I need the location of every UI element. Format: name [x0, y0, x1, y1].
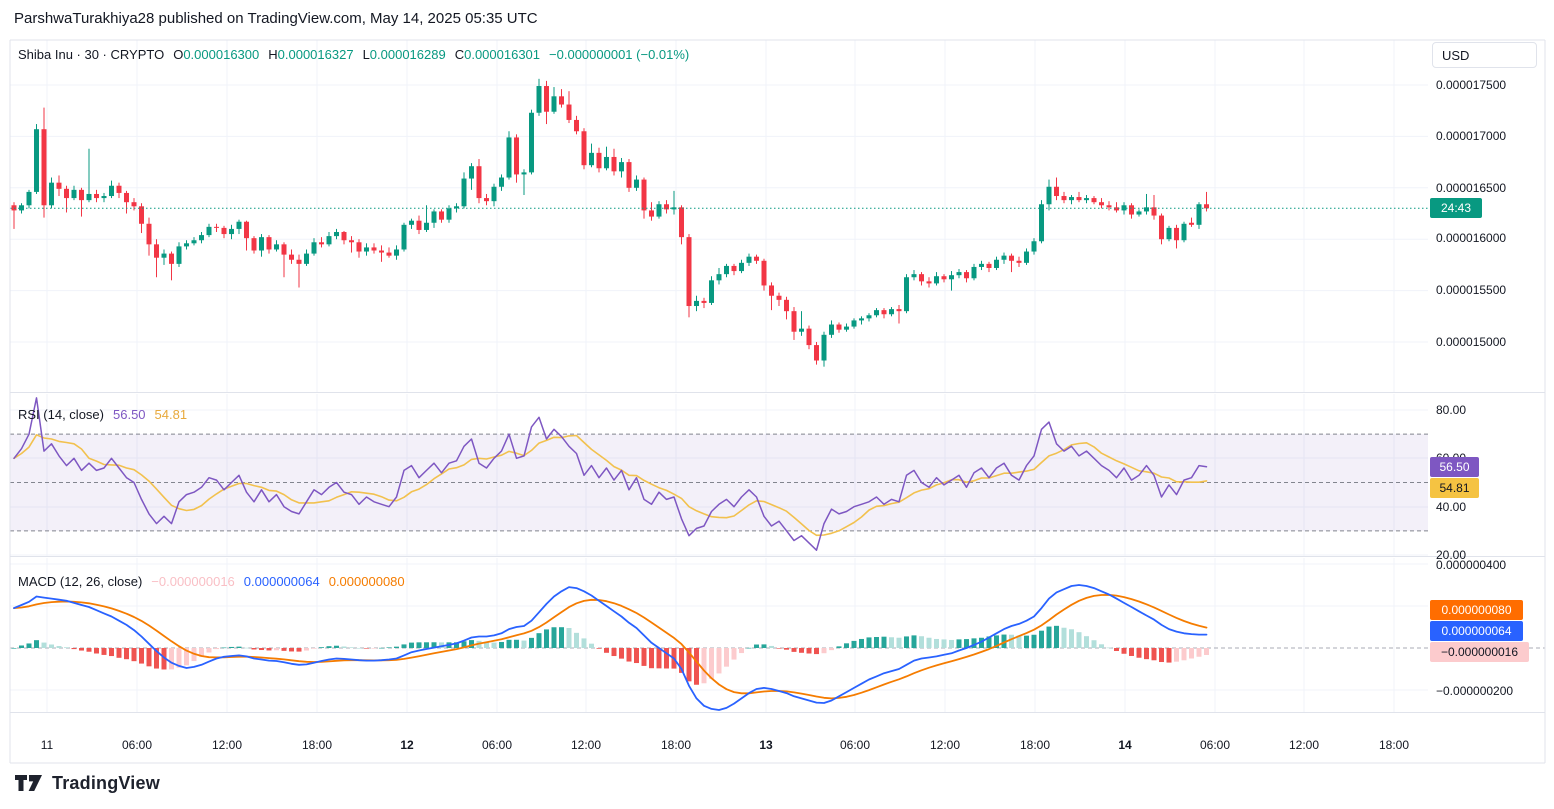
bar-countdown-badge: 24:43	[1430, 198, 1482, 219]
price-axis-label: 0.000017000	[1436, 129, 1507, 143]
tradingview-link[interactable]: TradingView	[14, 772, 160, 794]
time-axis-label: 06:00	[839, 738, 871, 752]
rsi-axis-label: 40.00	[1436, 500, 1467, 514]
macd-signal-value: 0.000000080	[328, 574, 405, 589]
tradingview-logo-icon	[15, 775, 42, 791]
ohlc-close: C 0.000016301	[454, 47, 541, 62]
macd-line-value: 0.000000064	[243, 574, 320, 589]
price-axis-label: 0.000015000	[1436, 335, 1507, 349]
symbol-title[interactable]: Shiba Inu · 30 · CRYPTO	[18, 47, 165, 62]
macd-axis-label: 0.000000400	[1436, 558, 1507, 572]
axis-value-badge: 0.000000064	[1430, 621, 1523, 641]
time-axis-label: 12:00	[1288, 738, 1320, 752]
price-axis-label: 0.000017500	[1436, 78, 1507, 92]
currency-button[interactable]: USD	[1432, 42, 1537, 68]
rsi-title[interactable]: RSI (14, close)	[18, 407, 104, 422]
main-legend: Shiba Inu · 30 · CRYPTO O 0.000016300 H 0.…	[18, 47, 689, 62]
time-axis-label: 18:00	[301, 738, 333, 752]
time-axis-label: 18:00	[1019, 738, 1051, 752]
price-axis-label: 0.000016500	[1436, 181, 1507, 195]
rsi-legend: RSI (14, close) 56.50 54.81	[18, 407, 187, 422]
ohlc-low: L 0.000016289	[362, 47, 446, 62]
rsi-ma-value: 54.81	[154, 407, 188, 422]
time-axis-label: 06:00	[121, 738, 153, 752]
time-axis-label: 18:00	[1378, 738, 1410, 752]
axis-value-badge: 56.50	[1430, 457, 1479, 477]
time-axis-label: 12:00	[211, 738, 243, 752]
time-axis-label: 13	[759, 738, 773, 752]
ohlc-high: H 0.000016327	[268, 47, 354, 62]
time-axis-label: 12:00	[570, 738, 602, 752]
axis-value-badge: 0.000000080	[1430, 600, 1523, 620]
rsi-axis-label: 80.00	[1436, 403, 1467, 417]
time-axis-label: 12	[400, 738, 414, 752]
publisher-line: ParshwaTurakhiya28 published on TradingV…	[14, 10, 538, 27]
time-axis[interactable]	[0, 712, 1554, 762]
price-axis-label: 0.000015500	[1436, 283, 1507, 297]
rsi-axis-label: 20.00	[1436, 548, 1467, 562]
macd-title[interactable]: MACD (12, 26, close)	[18, 574, 143, 589]
price-axis-label: 0.000016000	[1436, 231, 1507, 245]
axis-value-badge: 54.81	[1430, 478, 1479, 498]
ohlc-open: O 0.000016300	[173, 47, 260, 62]
time-axis-label: 06:00	[1199, 738, 1231, 752]
axis-value-badge: −0.000000016	[1430, 642, 1529, 662]
time-axis-label: 18:00	[660, 738, 692, 752]
rsi-value: 56.50	[113, 407, 146, 422]
macd-axis-label: −0.000000200	[1436, 684, 1514, 698]
time-axis-label: 06:00	[481, 738, 513, 752]
tradingview-brand-text: TradingView	[52, 772, 160, 793]
price-change: −0.000000001 (−0.01%)	[549, 47, 690, 62]
time-axis-label: 12:00	[929, 738, 961, 752]
time-axis-label: 11	[40, 738, 54, 752]
time-axis-label: 14	[1118, 738, 1132, 752]
macd-hist-value: −0.000000016	[151, 574, 235, 589]
macd-legend: MACD (12, 26, close) −0.000000016 0.0000…	[18, 574, 405, 589]
